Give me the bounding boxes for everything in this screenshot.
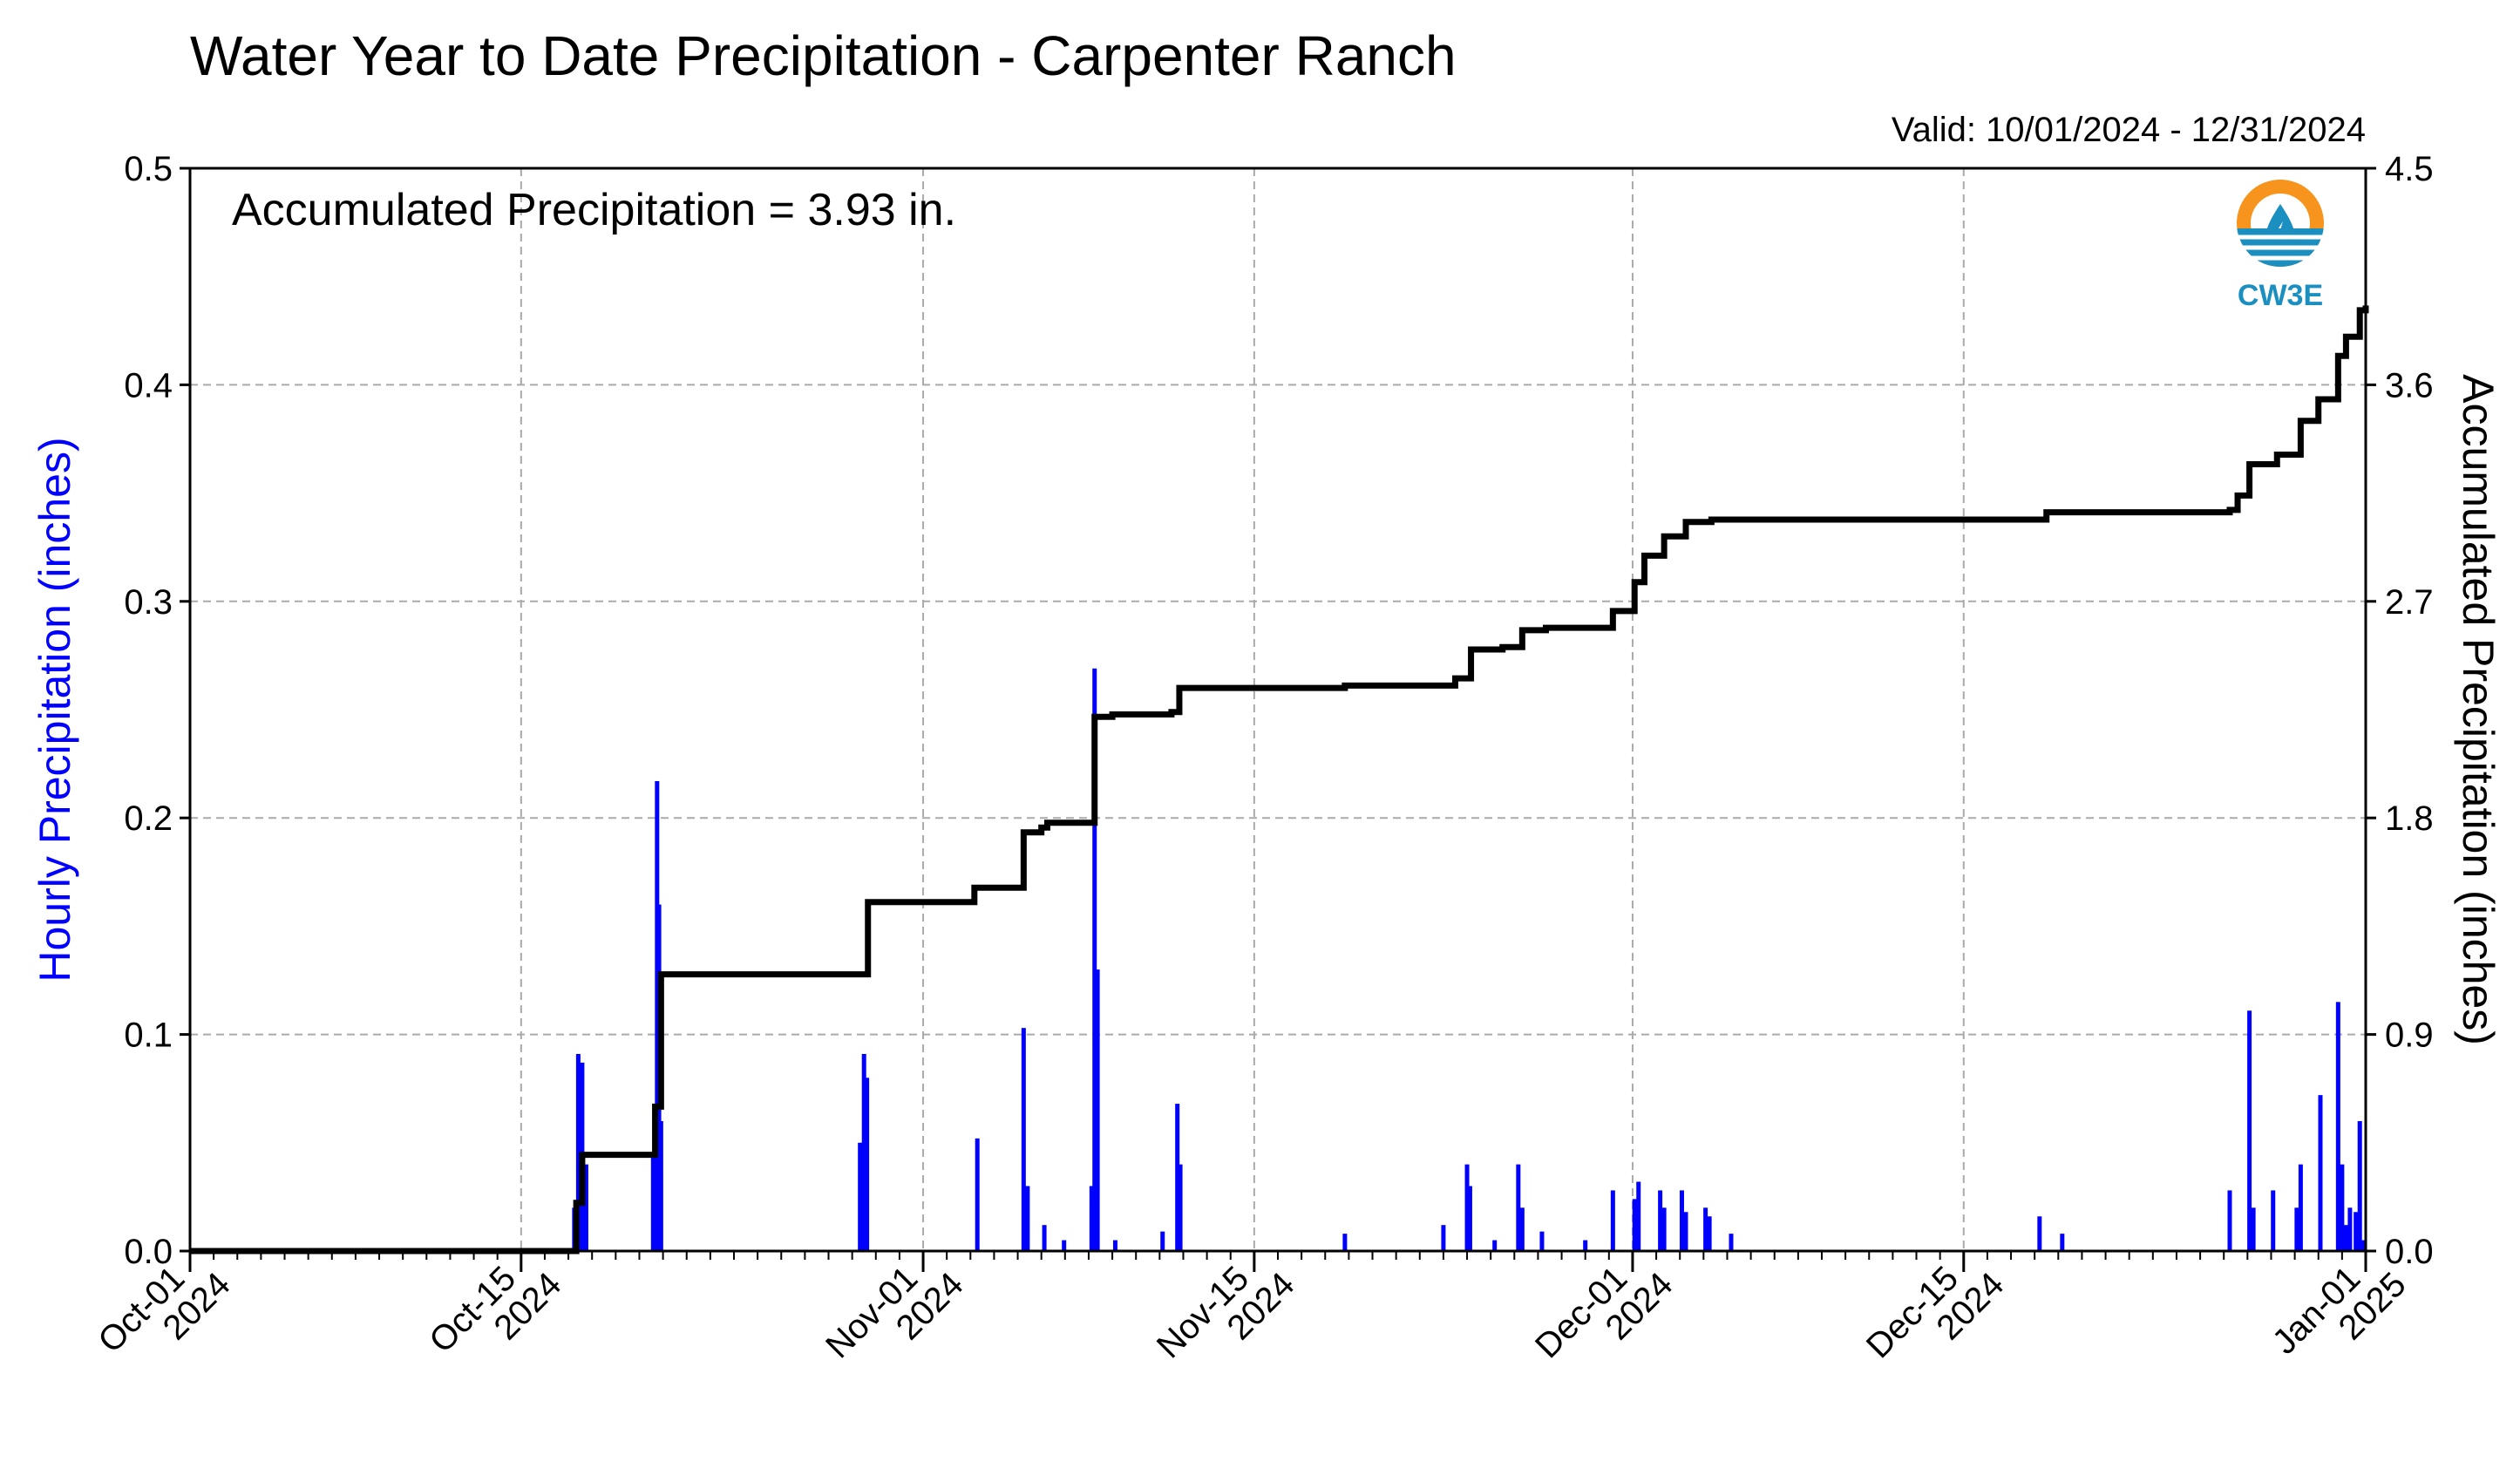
left-y-tick-label: 0.2 <box>124 799 173 838</box>
hourly-bar <box>1089 1186 1094 1251</box>
hourly-bar <box>1062 1240 1067 1251</box>
hourly-bar <box>1707 1216 1712 1251</box>
hourly-bar <box>2271 1190 2276 1251</box>
valid-range: Valid: 10/01/2024 - 12/31/2024 <box>1892 111 2366 149</box>
hourly-bar <box>1175 1104 1180 1251</box>
hourly-bar <box>858 1142 863 1251</box>
right-axis-label: Accumulated Precipitation (inches) <box>2454 374 2503 1045</box>
hourly-bar <box>583 1164 588 1251</box>
hourly-bar <box>2357 1120 2362 1251</box>
hourly-bar <box>2247 1010 2252 1251</box>
x-tick-label: Oct-012024 <box>91 1240 237 1386</box>
x-tick-label: Nov-012024 <box>818 1240 971 1392</box>
hourly-bar <box>2354 1212 2359 1251</box>
left-y-tick-label: 0.4 <box>124 366 173 405</box>
hourly-bar <box>1519 1207 1525 1251</box>
hourly-bar <box>2318 1095 2323 1251</box>
hourly-bar <box>1025 1186 1030 1251</box>
hourly-bar <box>2298 1164 2303 1251</box>
hourly-bar <box>1516 1164 1521 1251</box>
water-drop-sun-icon <box>2235 180 2326 267</box>
hourly-bar <box>1464 1164 1470 1251</box>
hourly-bar <box>2251 1207 2256 1251</box>
hourly-bar <box>2037 1216 2042 1251</box>
hourly-bar <box>1492 1240 1498 1251</box>
hourly-bar <box>1729 1234 1734 1251</box>
chart-title: Water Year to Date Precipitation - Carpe… <box>190 24 1457 87</box>
hourly-bars <box>572 668 2367 1251</box>
hourly-bar <box>1178 1164 1183 1251</box>
hourly-bar <box>1679 1190 1684 1251</box>
hourly-bar <box>1658 1190 1663 1251</box>
cw3e-logo: CW3E <box>2235 180 2326 312</box>
hourly-bar <box>1441 1225 1446 1251</box>
right-y-tick-label: 0.0 <box>2385 1233 2434 1271</box>
hourly-bar <box>1539 1231 1545 1251</box>
right-y-tick-label: 1.8 <box>2385 799 2434 838</box>
axes: 0.0 0.1 0.2 0.3 0.4 0.5 0.0 0.9 1.8 2.7 3.6 4.5 Oct-… <box>31 150 2503 1392</box>
left-axis-label: Hourly Precipitation (inches) <box>31 437 79 982</box>
left-y-tick-label: 0.3 <box>124 583 173 622</box>
hourly-bar <box>2227 1190 2232 1251</box>
hourly-bar <box>1636 1181 1641 1251</box>
hourly-bar <box>1112 1240 1117 1251</box>
hourly-bar <box>1683 1212 1688 1251</box>
hourly-bar <box>2060 1234 2065 1251</box>
hourly-bar <box>2340 1164 2345 1251</box>
grid <box>190 168 2366 1251</box>
hourly-bar <box>1095 969 1100 1251</box>
right-y-tick-label: 0.9 <box>2385 1017 2434 1055</box>
logo-text: CW3E <box>2238 279 2323 312</box>
hourly-bar <box>658 1120 663 1251</box>
left-y-tick-label: 0.1 <box>124 1017 173 1055</box>
x-tick-label: Dec-012024 <box>1528 1240 1681 1392</box>
hourly-bar <box>1160 1231 1165 1251</box>
hourly-bar <box>975 1138 980 1251</box>
hourly-bar <box>1610 1190 1615 1251</box>
hourly-bar <box>1021 1028 1026 1251</box>
x-tick-label: Nov-152024 <box>1150 1240 1302 1392</box>
hourly-bar <box>1703 1207 1708 1251</box>
x-tick-label: Oct-152024 <box>422 1240 568 1386</box>
hourly-bar <box>1042 1225 1047 1251</box>
hourly-bar <box>2361 1240 2367 1251</box>
hourly-bar <box>865 1078 870 1251</box>
hourly-bar <box>2335 1002 2340 1251</box>
left-y-tick-label: 0.5 <box>124 150 173 188</box>
left-y-tick-label: 0.0 <box>124 1233 173 1271</box>
hourly-bar <box>2343 1225 2348 1251</box>
right-y-tick-label: 2.7 <box>2385 583 2434 622</box>
accumulated-line <box>190 305 2369 1255</box>
right-y-tick-label: 4.5 <box>2385 150 2434 188</box>
hourly-bar <box>650 1153 655 1251</box>
hourly-bar <box>1632 1199 1637 1251</box>
hourly-bar <box>861 1053 866 1251</box>
hourly-bar <box>1467 1186 1472 1251</box>
hourly-bar <box>2347 1207 2353 1251</box>
right-y-tick-label: 3.6 <box>2385 366 2434 405</box>
hourly-bar <box>2294 1207 2299 1251</box>
hourly-bar <box>575 1053 581 1251</box>
plot-frame <box>188 167 2367 1253</box>
hourly-bar <box>1092 668 1097 1251</box>
hourly-bar <box>1661 1207 1667 1251</box>
hourly-bar <box>1342 1234 1348 1251</box>
x-tick-label: Dec-152024 <box>1859 1240 2012 1392</box>
accumulated-annotation: Accumulated Precipitation = 3.93 in. <box>232 185 956 235</box>
hourly-bar <box>1583 1240 1588 1251</box>
